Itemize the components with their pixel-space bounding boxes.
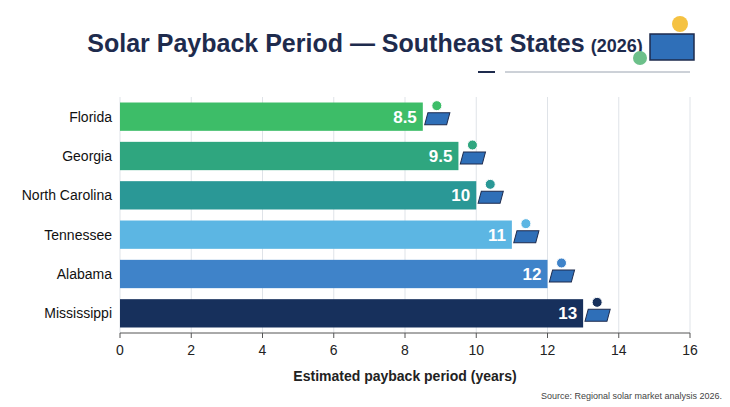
bar [120, 142, 458, 170]
grid-line [120, 97, 121, 333]
grid-line [262, 97, 263, 333]
tick-mark [120, 333, 121, 338]
tick-mark [191, 333, 192, 338]
grid-line [476, 97, 477, 333]
tick-label: 0 [116, 342, 124, 358]
data-label: 9.5 [429, 147, 453, 166]
category-label: Alabama [57, 266, 112, 282]
tick-mark [618, 333, 619, 338]
tick-label: 10 [468, 342, 484, 358]
coin-icon [521, 219, 531, 229]
tick-label: 12 [540, 342, 556, 358]
chart: Solar Payback Period — Southeast States (… [0, 0, 730, 407]
tick-mark [405, 333, 406, 338]
data-label: 10 [451, 186, 470, 205]
tick-mark [476, 333, 477, 338]
tick-label: 2 [187, 342, 195, 358]
panel-icon [585, 309, 610, 321]
bar [120, 103, 423, 131]
category-label: Tennessee [44, 227, 112, 243]
coin-icon [633, 51, 647, 65]
grid-line [547, 97, 548, 333]
tick-label: 8 [401, 342, 409, 358]
title-main: Solar Payback Period — Southeast States [87, 29, 584, 57]
grid-line [618, 97, 619, 333]
coin-icon [557, 258, 567, 268]
deco-line [505, 72, 690, 73]
grid-line [690, 97, 691, 333]
sun-icon [672, 16, 688, 32]
grid-line [405, 97, 406, 333]
panel-icon [549, 270, 574, 282]
coin-icon [432, 101, 442, 111]
tick-label: 14 [611, 342, 627, 358]
data-label: 8.5 [393, 108, 417, 127]
axis-title: Estimated payback period (years) [293, 368, 516, 384]
category-label: Mississippi [44, 305, 112, 321]
category-label: North Carolina [22, 187, 112, 203]
panel-icon [460, 152, 485, 164]
grid-line [333, 97, 334, 333]
bar [120, 221, 512, 249]
tick-label: 16 [682, 342, 698, 358]
bar [120, 181, 476, 209]
bar [120, 260, 548, 288]
panel-icon [514, 231, 539, 243]
panel-icon [650, 34, 694, 60]
tick-label: 6 [330, 342, 338, 358]
data-label: 11 [488, 226, 506, 245]
coin-icon [467, 140, 477, 150]
data-label: 12 [523, 265, 542, 284]
bar [120, 299, 583, 327]
grid-line [191, 97, 192, 333]
tick-mark [690, 333, 691, 338]
tick-mark [547, 333, 548, 338]
title: Solar Payback Period — Southeast States (… [87, 29, 642, 57]
x-axis [120, 333, 690, 334]
category-label: Florida [69, 109, 112, 125]
tick-label: 4 [259, 342, 267, 358]
bars [120, 103, 583, 328]
tick-mark [333, 333, 334, 338]
panel-icon [478, 191, 503, 203]
grid [120, 97, 690, 333]
panel-icon [425, 113, 450, 125]
data-label: 13 [558, 304, 577, 323]
coin-icon [592, 297, 602, 307]
deco-line [478, 71, 495, 73]
tick-mark [262, 333, 263, 338]
coin-icon [485, 179, 495, 189]
category-label: Georgia [62, 148, 112, 164]
subtitle: (2026) [591, 36, 643, 56]
source: Source: Regional solar market analysis 2… [541, 391, 722, 401]
